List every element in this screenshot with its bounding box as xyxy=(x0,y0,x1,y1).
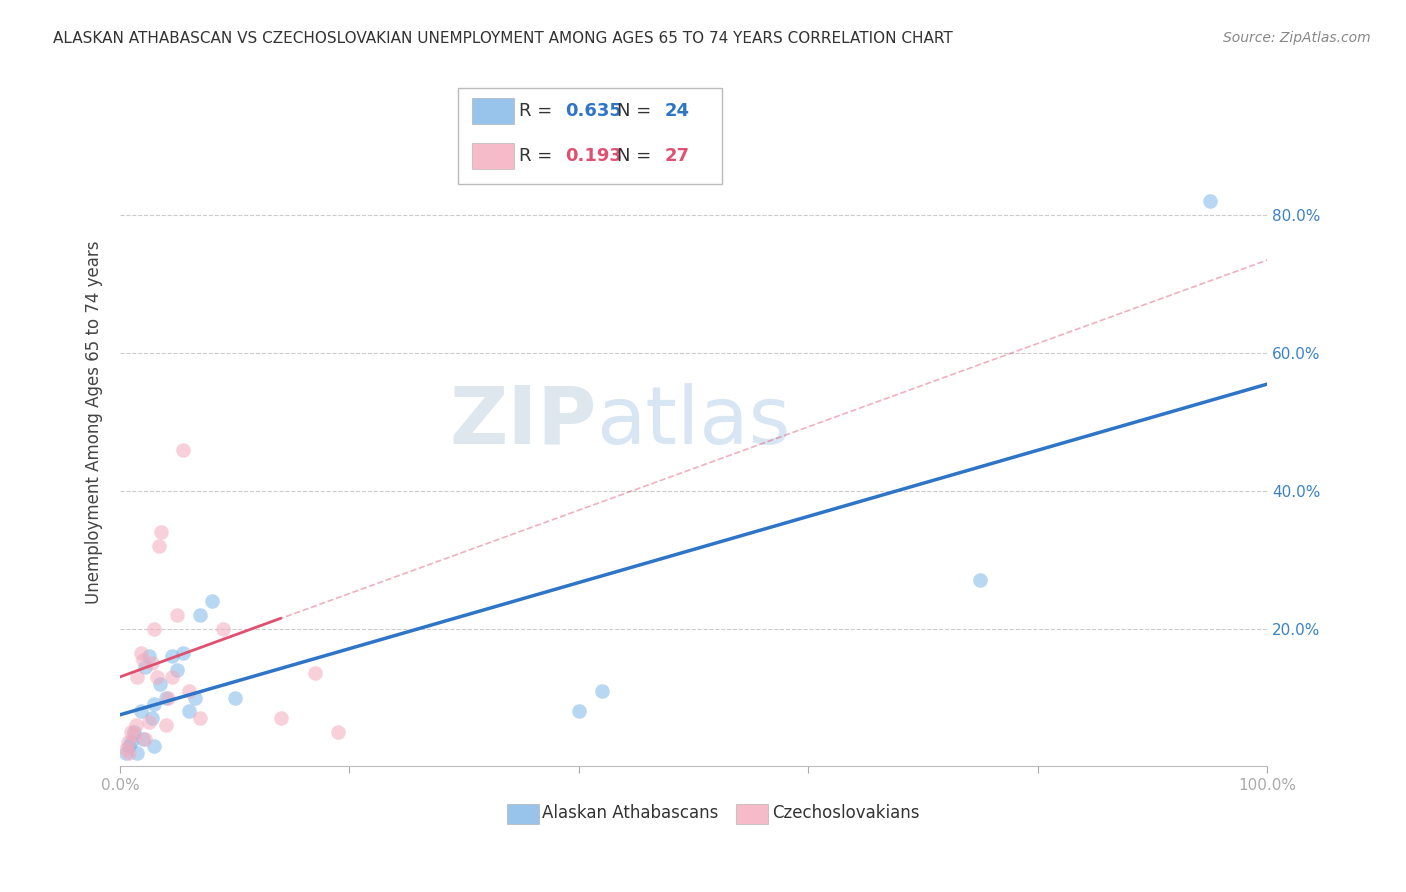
Point xyxy=(160,649,183,664)
Point xyxy=(155,718,177,732)
FancyBboxPatch shape xyxy=(458,87,723,185)
Point xyxy=(127,670,149,684)
Point xyxy=(201,594,224,608)
Point xyxy=(143,739,166,753)
Point xyxy=(120,735,142,749)
Point xyxy=(118,739,141,753)
FancyBboxPatch shape xyxy=(472,98,513,125)
Point xyxy=(148,539,170,553)
Text: ZIP: ZIP xyxy=(449,383,596,461)
Text: N =: N = xyxy=(617,103,657,120)
Point xyxy=(134,659,156,673)
Point xyxy=(188,607,211,622)
Point xyxy=(132,731,155,746)
Text: R =: R = xyxy=(519,103,558,120)
Point xyxy=(141,656,163,670)
Point xyxy=(114,746,136,760)
Point xyxy=(143,622,166,636)
Point xyxy=(177,683,200,698)
Text: N =: N = xyxy=(617,147,657,165)
Text: R =: R = xyxy=(519,147,558,165)
Point xyxy=(172,442,194,457)
Text: ALASKAN ATHABASCAN VS CZECHOSLOVAKIAN UNEMPLOYMENT AMONG AGES 65 TO 74 YEARS COR: ALASKAN ATHABASCAN VS CZECHOSLOVAKIAN UN… xyxy=(53,31,953,46)
Point xyxy=(125,718,148,732)
Point xyxy=(132,653,155,667)
Point xyxy=(326,725,349,739)
Point xyxy=(138,714,160,729)
Point xyxy=(143,698,166,712)
Point xyxy=(129,646,152,660)
Point xyxy=(183,690,205,705)
Point xyxy=(172,646,194,660)
Text: Czechoslovakians: Czechoslovakians xyxy=(772,805,920,822)
FancyBboxPatch shape xyxy=(472,143,513,169)
Text: Source: ZipAtlas.com: Source: ZipAtlas.com xyxy=(1223,31,1371,45)
Point xyxy=(304,666,326,681)
Point xyxy=(149,677,172,691)
Point xyxy=(141,711,163,725)
Point xyxy=(138,649,160,664)
Point xyxy=(177,704,200,718)
Point xyxy=(212,622,235,636)
Point xyxy=(166,663,188,677)
Point xyxy=(145,670,167,684)
Point xyxy=(117,735,139,749)
Point xyxy=(166,607,188,622)
Point xyxy=(122,729,145,743)
Point xyxy=(155,690,177,705)
FancyBboxPatch shape xyxy=(506,805,538,823)
Point xyxy=(118,746,141,760)
Point xyxy=(122,725,145,739)
Text: atlas: atlas xyxy=(596,383,790,461)
Point xyxy=(969,574,991,588)
Point xyxy=(1199,194,1222,209)
Point xyxy=(568,704,591,718)
Point xyxy=(591,683,613,698)
Point xyxy=(157,690,180,705)
Text: Alaskan Athabascans: Alaskan Athabascans xyxy=(543,805,718,822)
Text: 0.193: 0.193 xyxy=(565,147,621,165)
Point xyxy=(114,742,136,756)
Y-axis label: Unemployment Among Ages 65 to 74 years: Unemployment Among Ages 65 to 74 years xyxy=(86,240,103,604)
Point xyxy=(120,725,142,739)
Point xyxy=(134,731,156,746)
Point xyxy=(160,670,183,684)
Point xyxy=(150,525,173,540)
Text: 0.635: 0.635 xyxy=(565,103,621,120)
Text: 27: 27 xyxy=(665,147,690,165)
Point xyxy=(127,746,149,760)
Point xyxy=(270,711,292,725)
Point xyxy=(224,690,246,705)
Point xyxy=(129,704,152,718)
Text: 24: 24 xyxy=(665,103,690,120)
Point xyxy=(188,711,211,725)
FancyBboxPatch shape xyxy=(737,805,768,823)
